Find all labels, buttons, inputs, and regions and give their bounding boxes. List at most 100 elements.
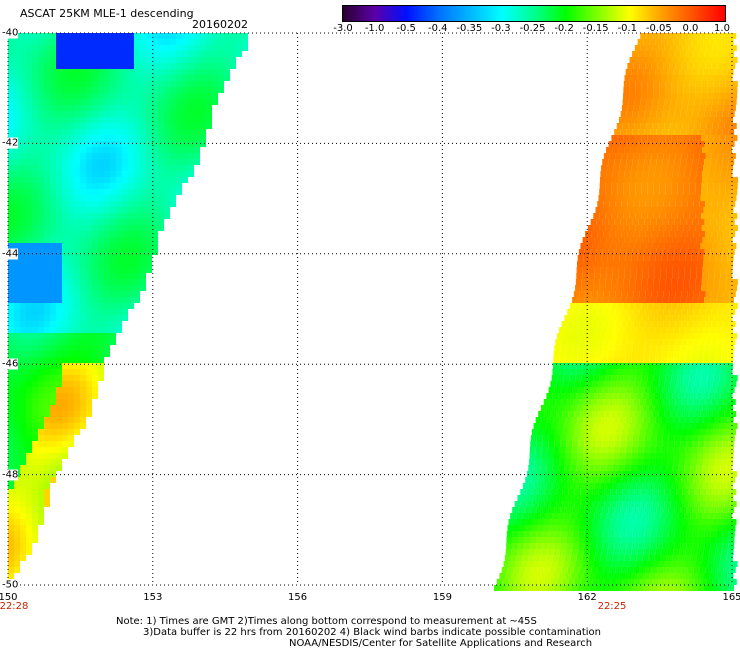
- swath-cell-west: [170, 123, 176, 129]
- swath-cell-east: [653, 135, 660, 141]
- swath-cell-west: [104, 39, 110, 45]
- swath-cell-west: [62, 87, 68, 93]
- swath-cell-east: [607, 549, 614, 555]
- swath-cell-east: [560, 543, 567, 549]
- swath-cell-east: [695, 183, 702, 189]
- swath-cell-east: [648, 237, 655, 243]
- swath-cell-east: [654, 147, 661, 153]
- swath-cell-east: [614, 435, 621, 441]
- swath-cell-east: [590, 531, 597, 537]
- swath-cell-west: [74, 39, 80, 45]
- swath-cell-west: [116, 171, 122, 177]
- swath-cell-east: [722, 441, 729, 447]
- swath-cell-east: [688, 411, 695, 417]
- swath-cell-west: [44, 129, 50, 135]
- swath-cell-east: [637, 549, 644, 555]
- swath-cell-west: [80, 285, 86, 291]
- swath-cell-west: [170, 57, 176, 63]
- swath-cell-east: [626, 219, 633, 225]
- swath-cell-east: [728, 543, 735, 549]
- swath-cell-east: [588, 405, 595, 411]
- swath-cell-east: [595, 351, 602, 357]
- swath-cell-east: [616, 123, 623, 129]
- swath-cell-west: [62, 243, 68, 249]
- swath-cell-west: [152, 189, 158, 195]
- swath-cell-west: [26, 63, 32, 69]
- swath-cell-west: [80, 399, 86, 405]
- swath-cell-west: [140, 177, 146, 183]
- swath-cell-east: [693, 231, 700, 237]
- swath-cell-west: [176, 99, 182, 105]
- swath-cell-east: [656, 249, 663, 255]
- swath-cell-west: [32, 279, 38, 285]
- swath-cell-west: [140, 195, 146, 201]
- swath-cell-west: [62, 93, 68, 99]
- swath-cell-east: [714, 555, 721, 561]
- swath-cell-west: [56, 381, 62, 387]
- swath-cell-east: [663, 201, 670, 207]
- swath-cell-west: [38, 411, 44, 417]
- swath-cell-west: [44, 327, 50, 333]
- swath-cell-east: [565, 453, 572, 459]
- swath-cell-west: [20, 459, 26, 465]
- swath-cell-east: [537, 567, 544, 573]
- swath-cell-east: [624, 237, 631, 243]
- swath-cell-east: [679, 453, 686, 459]
- swath-cell-east: [652, 489, 659, 495]
- swath-cell-east: [707, 81, 714, 87]
- swath-cell-east: [576, 513, 583, 519]
- swath-cell-east: [496, 579, 503, 585]
- swath-cell-west: [14, 75, 20, 81]
- swath-cell-west: [14, 99, 20, 105]
- swath-cell-east: [687, 63, 694, 69]
- swath-cell-west: [80, 57, 86, 63]
- swath-cell-east: [605, 177, 612, 183]
- swath-cell-east: [676, 381, 683, 387]
- swath-cell-west: [68, 231, 74, 237]
- swath-cell-west: [146, 45, 152, 51]
- swath-cell-east: [629, 285, 636, 291]
- swath-cell-west: [38, 213, 44, 219]
- swath-cell-west: [26, 453, 32, 459]
- swath-cell-east: [724, 333, 731, 339]
- swath-cell-east: [688, 243, 695, 249]
- swath-cell-east: [691, 453, 698, 459]
- swath-cell-east: [565, 573, 572, 579]
- swath-cell-east: [676, 333, 683, 339]
- swath-cell-east: [637, 585, 644, 591]
- swath-cell-west: [164, 129, 170, 135]
- swath-cell-east: [670, 579, 677, 585]
- swath-cell-east: [565, 351, 572, 357]
- swath-cell-east: [635, 561, 642, 567]
- swath-cell-east: [644, 297, 651, 303]
- swath-cell-east: [579, 291, 586, 297]
- swath-cell-west: [164, 51, 170, 57]
- swath-cell-east: [532, 489, 539, 495]
- swath-cell-west: [116, 87, 122, 93]
- swath-cell-east: [655, 459, 662, 465]
- swath-cell-west: [92, 303, 98, 309]
- swath-cell-east: [588, 555, 595, 561]
- swath-cell-west: [38, 291, 44, 297]
- swath-cell-west: [74, 261, 80, 267]
- swath-cell-west: [194, 39, 200, 45]
- swath-cell-east: [728, 51, 735, 57]
- swath-cell-east: [711, 309, 718, 315]
- swath-cell-east: [625, 207, 632, 213]
- swath-cell-east: [654, 237, 661, 243]
- swath-cell-east: [704, 297, 711, 303]
- swath-cell-west: [98, 75, 104, 81]
- swath-cell-west: [80, 315, 86, 321]
- swath-cell-west: [86, 285, 92, 291]
- swath-cell-east: [647, 225, 654, 231]
- swath-cell-east: [731, 213, 738, 219]
- swath-cell-east: [646, 519, 653, 525]
- swath-cell-east: [672, 483, 679, 489]
- swath-cell-west: [194, 81, 200, 87]
- swath-cell-east: [578, 543, 585, 549]
- swath-cell-east: [730, 519, 737, 525]
- swath-cell-west: [122, 309, 128, 315]
- swath-cell-west: [74, 81, 80, 87]
- swath-cell-west: [68, 309, 74, 315]
- swath-cell-east: [602, 507, 609, 513]
